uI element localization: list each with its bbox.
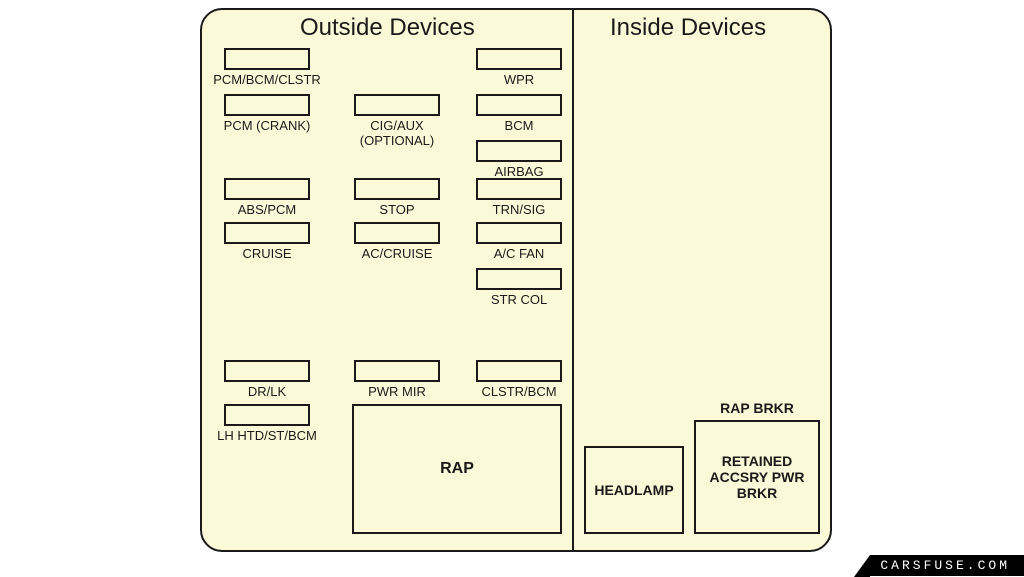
bigbox-label: RAP <box>440 460 474 478</box>
fuse-label: ABS/PCM <box>238 202 297 217</box>
fuse-label-2: (OPTIONAL) <box>360 133 434 148</box>
fuse-label: DR/LK <box>248 384 286 399</box>
fuse-slot <box>476 178 562 200</box>
fuse-label: PCM/BCM/CLSTR <box>213 72 321 87</box>
outside-title: Outside Devices <box>300 14 475 42</box>
bigbox-title: RAP BRKR <box>720 400 794 416</box>
fuse-slot <box>354 94 440 116</box>
bigbox-headlamp: HEADLAMP <box>584 446 684 534</box>
fuse-slot <box>224 178 310 200</box>
fuse-slot <box>354 178 440 200</box>
fuse-label: WPR <box>504 72 534 87</box>
fuse-label: CIG/AUX <box>370 118 423 133</box>
watermark: CARSFUSE.COM <box>870 555 1024 576</box>
fuse-label: LH HTD/ST/BCM <box>217 428 317 443</box>
fuse-slot <box>476 268 562 290</box>
panel-divider <box>572 10 574 550</box>
inside-title: Inside Devices <box>610 14 766 42</box>
fuse-slot <box>476 48 562 70</box>
fuse-label: PCM (CRANK) <box>224 118 311 133</box>
bigbox-rap: RAP <box>352 404 562 534</box>
fuse-slot <box>224 48 310 70</box>
fuse-label: CRUISE <box>242 246 291 261</box>
fuse-label: AC/CRUISE <box>362 246 433 261</box>
fuse-slot <box>476 222 562 244</box>
fuse-label: STR COL <box>491 292 547 307</box>
bigbox-rap_brkr: RETAINED ACCSRY PWR BRKR <box>694 420 820 534</box>
fuse-label: AIRBAG <box>494 164 543 179</box>
fuse-label: STOP <box>379 202 414 217</box>
fuse-slot <box>224 404 310 426</box>
bigbox-label: RETAINED ACCSRY PWR BRKR <box>710 453 805 501</box>
bigbox-label: HEADLAMP <box>594 482 673 498</box>
fuse-slot <box>224 94 310 116</box>
fuse-label: BCM <box>505 118 534 133</box>
fuse-slot <box>476 140 562 162</box>
fuse-label: TRN/SIG <box>493 202 546 217</box>
fuse-slot <box>224 222 310 244</box>
fuse-slot <box>224 360 310 382</box>
fuse-label: CLSTR/BCM <box>481 384 556 399</box>
fuse-slot <box>476 94 562 116</box>
fuse-slot <box>354 222 440 244</box>
fuse-label: PWR MIR <box>368 384 426 399</box>
fuse-slot <box>354 360 440 382</box>
fuse-slot <box>476 360 562 382</box>
fuse-label: A/C FAN <box>494 246 545 261</box>
